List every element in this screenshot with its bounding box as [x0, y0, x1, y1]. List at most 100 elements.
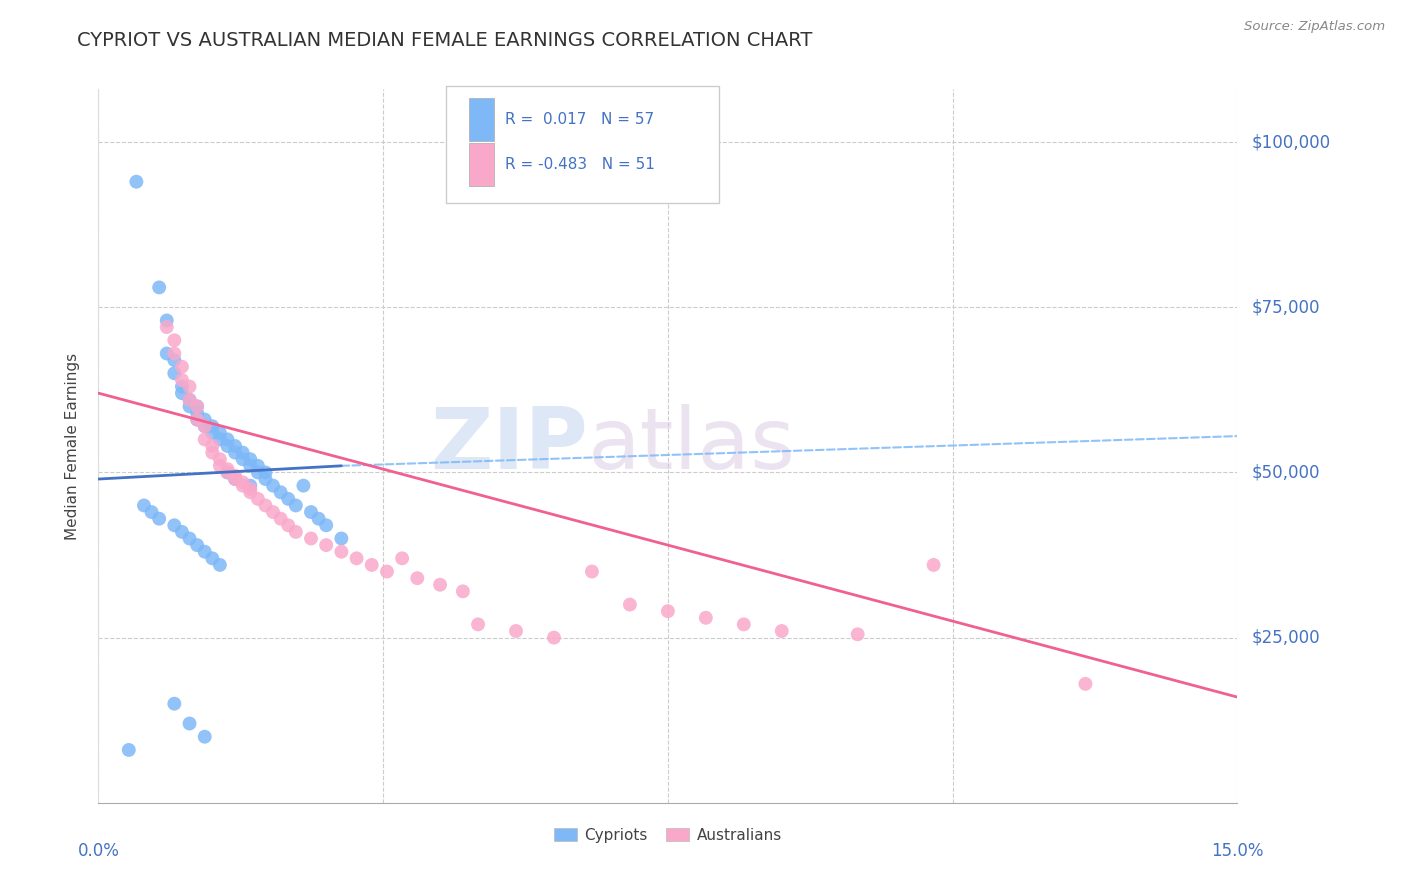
Point [217, 462, 239, 476]
Point [208, 558, 231, 572]
Point [163, 518, 186, 533]
Text: 15.0%: 15.0% [1211, 842, 1264, 860]
Point [179, 392, 201, 407]
Point [262, 505, 284, 519]
Point [170, 373, 193, 387]
Point [657, 604, 679, 618]
Bar [468, 143, 494, 186]
Point [156, 313, 179, 327]
Point [239, 452, 262, 467]
Point [846, 627, 869, 641]
Point [262, 478, 284, 492]
Point [179, 716, 201, 731]
Point [770, 624, 793, 638]
Point [208, 425, 231, 440]
Point [270, 485, 292, 500]
Point [170, 386, 193, 401]
Point [208, 458, 231, 473]
Point [330, 532, 353, 546]
Point [170, 524, 193, 539]
Point [186, 412, 208, 426]
Point [224, 439, 246, 453]
Point [170, 379, 193, 393]
Point [246, 466, 269, 480]
Point [581, 565, 603, 579]
Text: ZIP: ZIP [430, 404, 588, 488]
Point [232, 445, 254, 459]
Point [451, 584, 474, 599]
Point [208, 452, 231, 467]
Point [208, 433, 231, 447]
Point [1074, 677, 1097, 691]
Point [217, 433, 239, 447]
Point [217, 466, 239, 480]
Point [163, 353, 186, 368]
Point [375, 565, 398, 579]
Point [224, 472, 246, 486]
Point [194, 412, 217, 426]
Point [360, 558, 382, 572]
Point [179, 532, 201, 546]
Point [201, 551, 224, 566]
Text: 0.0%: 0.0% [77, 842, 120, 860]
Point [467, 617, 489, 632]
Text: atlas: atlas [588, 404, 796, 488]
Point [163, 333, 186, 347]
Point [170, 359, 193, 374]
Legend: Cypriots, Australians: Cypriots, Australians [548, 822, 787, 848]
Point [201, 419, 224, 434]
Point [132, 499, 155, 513]
Point [179, 379, 201, 393]
Text: $25,000: $25,000 [1251, 629, 1320, 647]
Point [277, 491, 299, 506]
Point [201, 439, 224, 453]
Point [543, 631, 565, 645]
Point [505, 624, 527, 638]
Point [429, 578, 451, 592]
Text: $75,000: $75,000 [1251, 298, 1320, 317]
Point [239, 485, 262, 500]
Point [217, 439, 239, 453]
Point [315, 518, 337, 533]
Point [246, 491, 269, 506]
Point [194, 433, 217, 447]
Point [239, 458, 262, 473]
Text: R = -0.483   N = 51: R = -0.483 N = 51 [505, 157, 655, 171]
Point [232, 452, 254, 467]
Point [163, 697, 186, 711]
Point [284, 499, 307, 513]
Point [148, 280, 170, 294]
Point [619, 598, 641, 612]
Point [217, 466, 239, 480]
Point [156, 320, 179, 334]
Point [922, 558, 945, 572]
Point [346, 551, 368, 566]
Point [156, 346, 179, 360]
Point [406, 571, 429, 585]
Point [179, 400, 201, 414]
Point [194, 419, 217, 434]
Point [118, 743, 141, 757]
Point [254, 499, 277, 513]
Point [125, 175, 148, 189]
Point [141, 505, 163, 519]
FancyBboxPatch shape [446, 86, 718, 203]
Text: Source: ZipAtlas.com: Source: ZipAtlas.com [1244, 20, 1385, 33]
Point [186, 400, 208, 414]
Point [194, 730, 217, 744]
Point [239, 482, 262, 496]
Point [308, 511, 330, 525]
Point [246, 458, 269, 473]
Point [224, 472, 246, 486]
Point [391, 551, 413, 566]
Point [254, 472, 277, 486]
Point [224, 468, 246, 483]
Point [186, 400, 208, 414]
Text: R =  0.017   N = 57: R = 0.017 N = 57 [505, 112, 654, 128]
Text: $50,000: $50,000 [1251, 464, 1320, 482]
Point [254, 466, 277, 480]
Point [299, 532, 322, 546]
Text: $100,000: $100,000 [1251, 133, 1330, 151]
Point [179, 392, 201, 407]
Point [194, 419, 217, 434]
